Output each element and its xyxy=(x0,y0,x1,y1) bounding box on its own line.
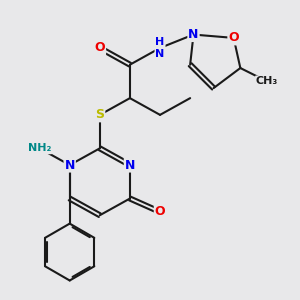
Text: NH₂: NH₂ xyxy=(28,143,51,153)
Text: N: N xyxy=(188,28,199,41)
Text: H
N: H N xyxy=(155,37,165,59)
Text: N: N xyxy=(64,159,75,172)
Text: O: O xyxy=(155,206,165,218)
Text: O: O xyxy=(94,41,105,54)
Text: N: N xyxy=(125,159,135,172)
Text: O: O xyxy=(228,32,239,44)
Text: S: S xyxy=(95,108,104,122)
Text: CH₃: CH₃ xyxy=(256,76,278,86)
